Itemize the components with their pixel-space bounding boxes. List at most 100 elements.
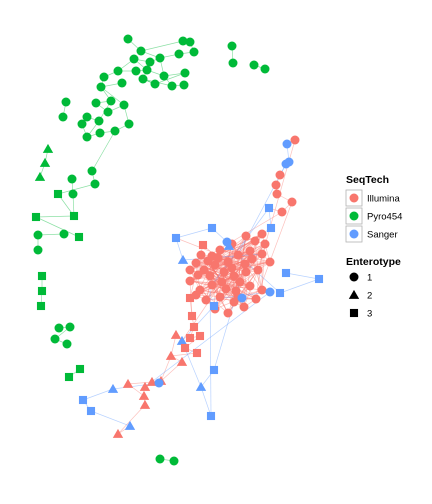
network-node <box>245 281 255 291</box>
network-node <box>136 46 146 56</box>
network-node <box>33 245 43 255</box>
network-edge <box>219 249 271 263</box>
network-node <box>249 60 259 70</box>
network-node <box>281 159 291 169</box>
network-node <box>290 135 300 145</box>
network-node <box>122 378 134 388</box>
network-node <box>271 180 281 190</box>
network-node <box>124 420 136 430</box>
network-edge <box>199 289 257 300</box>
network-node <box>189 322 199 332</box>
network-node <box>191 258 201 268</box>
network-node <box>239 302 249 312</box>
network-edge <box>255 201 293 300</box>
network-node <box>61 97 71 107</box>
network-edge <box>144 291 271 388</box>
network-node <box>96 82 106 92</box>
network-node <box>94 116 104 126</box>
legend-enterotype: Enterotype 1 2 3 <box>346 256 401 320</box>
network-node <box>95 128 105 138</box>
network-node <box>195 381 207 391</box>
network-node <box>124 119 134 129</box>
node-layer <box>31 34 324 466</box>
network-edge <box>91 130 116 172</box>
network-node <box>67 174 77 184</box>
network-node <box>176 356 188 366</box>
legend-swatch <box>349 193 359 203</box>
network-node <box>201 295 211 305</box>
network-node <box>195 331 205 341</box>
network-edge <box>285 272 320 280</box>
network-node <box>180 343 190 353</box>
network-node <box>223 240 235 250</box>
network-node <box>264 203 274 213</box>
network-node <box>139 381 151 391</box>
network-edge <box>127 381 153 385</box>
network-node <box>260 64 270 74</box>
network-node <box>103 107 113 117</box>
network-edge <box>117 404 146 435</box>
network-edge <box>35 216 80 238</box>
legend-label: 2 <box>367 291 372 302</box>
network-node <box>314 274 324 284</box>
network-node <box>265 257 275 267</box>
network-node <box>53 189 63 199</box>
network-edge <box>217 240 256 259</box>
legend-seqtech: SeqTech Illumina Pyro454 Sanger <box>345 174 402 243</box>
legend-swatch <box>349 229 359 239</box>
network-node <box>65 322 75 332</box>
network-node <box>139 399 151 409</box>
network-node <box>185 333 195 343</box>
network-node <box>62 339 72 349</box>
legend-swatch <box>349 308 359 318</box>
network-node <box>99 72 109 82</box>
network-edge <box>154 72 186 85</box>
network-node <box>227 263 237 273</box>
network-edge <box>214 250 251 266</box>
network-node <box>180 68 190 78</box>
network-edge <box>211 284 251 287</box>
legend-swatch <box>349 272 359 282</box>
network-node <box>68 189 78 199</box>
network-edge <box>100 86 125 106</box>
network-node <box>203 256 213 266</box>
network-edge <box>181 281 223 342</box>
network-edge <box>237 254 241 283</box>
network-node <box>272 189 282 199</box>
network-node <box>219 267 229 277</box>
edge-layer <box>35 38 320 462</box>
network-node <box>275 288 285 298</box>
network-node <box>90 179 100 189</box>
network-node <box>131 66 141 76</box>
network-edge <box>175 227 213 239</box>
network-node <box>185 293 195 303</box>
network-edge <box>195 235 247 296</box>
network-node <box>257 229 267 239</box>
network-node <box>174 49 184 59</box>
network-node <box>167 81 177 91</box>
network-edge <box>170 352 198 357</box>
network-node <box>112 428 124 438</box>
network-node <box>119 100 129 110</box>
network-node <box>78 395 88 405</box>
legend-label: 3 <box>367 309 372 320</box>
network-edge <box>279 278 320 294</box>
network-node <box>31 212 41 222</box>
network-node <box>241 231 251 241</box>
network-edge <box>254 240 259 271</box>
network-node <box>59 229 69 239</box>
network-node <box>266 223 276 233</box>
network-edge <box>90 410 131 427</box>
network-node <box>247 254 257 264</box>
network-node <box>207 223 217 233</box>
network-node <box>250 236 260 246</box>
network-node <box>281 268 291 278</box>
network-node <box>206 411 216 421</box>
network-node <box>77 119 87 129</box>
network-edge <box>200 386 212 417</box>
network-node <box>177 254 189 264</box>
network-node <box>185 276 195 286</box>
network-node <box>123 34 133 44</box>
network-node <box>36 301 46 311</box>
network-node <box>227 41 237 51</box>
